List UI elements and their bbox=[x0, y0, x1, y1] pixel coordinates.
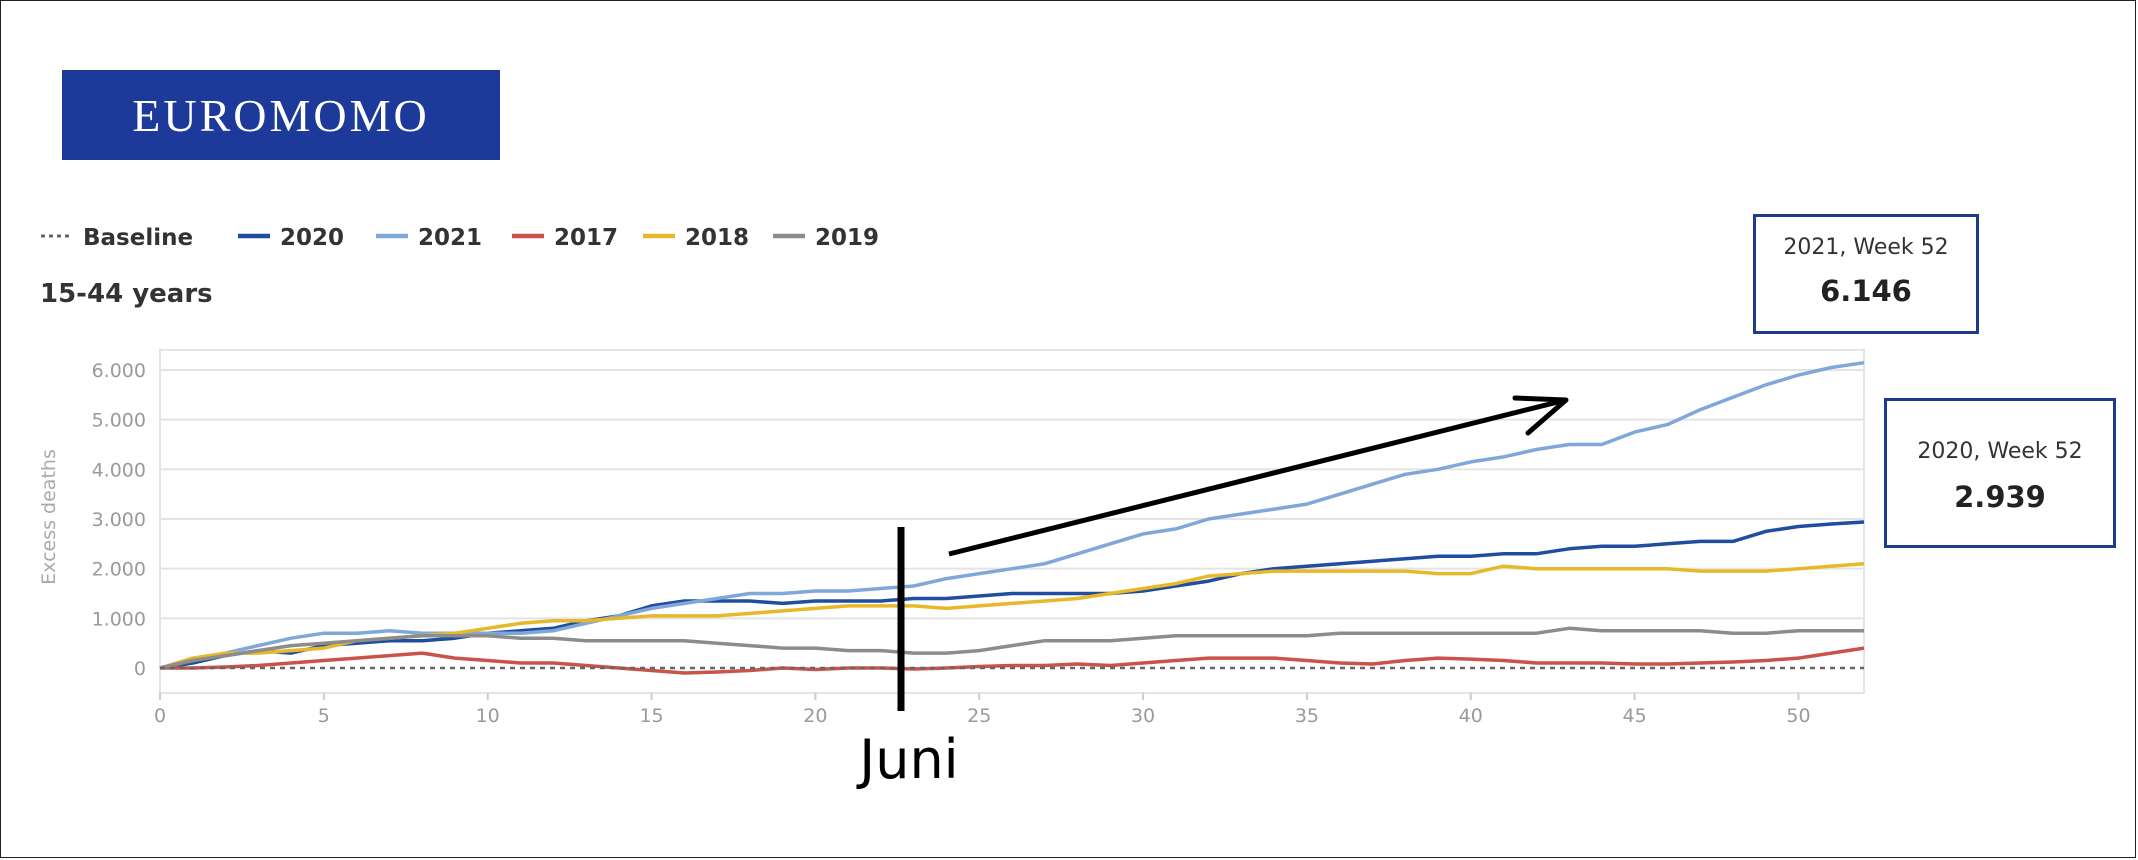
legend: Baseline 2020 2021 2017 2018 2019 bbox=[41, 225, 879, 251]
series-line-2020 bbox=[159, 520, 1865, 670]
trend-arrow-head bbox=[1512, 395, 1569, 436]
y-tick-label: 5.000 bbox=[92, 410, 146, 432]
x-tick-label: 15 bbox=[639, 705, 663, 727]
x-tick-label: 50 bbox=[1786, 705, 1810, 727]
tooltip-value: 6.146 bbox=[1820, 274, 1912, 308]
x-axis-ticks: 0 5 10 15 20 25 30 35 40 45 50 bbox=[154, 693, 1811, 727]
tooltip-2020-week52: 2020, Week 52 2.939 bbox=[1884, 398, 2116, 548]
legend-label-2018: 2018 bbox=[685, 225, 749, 251]
y-tick-label: 2.000 bbox=[92, 559, 146, 581]
y-axis-label: Excess deaths bbox=[38, 449, 60, 585]
euromomo-logo: EUROMOMO bbox=[62, 70, 500, 160]
tooltip-2021-week52: 2021, Week 52 6.146 bbox=[1753, 214, 1979, 334]
tooltip-value: 2.939 bbox=[1954, 480, 2046, 514]
logo-text: EUROMOMO bbox=[132, 89, 430, 141]
series-line-2021 bbox=[159, 360, 1865, 670]
y-axis-ticks: 0 1.000 2.000 3.000 4.000 5.000 6.000 bbox=[92, 360, 146, 680]
june-label: Juni bbox=[856, 728, 958, 791]
data-series bbox=[159, 360, 1865, 675]
y-tick-label: 3.000 bbox=[92, 509, 146, 531]
y-tick-label: 0 bbox=[134, 658, 146, 680]
x-tick-label: 45 bbox=[1623, 705, 1647, 727]
legend-label-2017: 2017 bbox=[554, 225, 618, 251]
legend-label-2021: 2021 bbox=[418, 225, 482, 251]
legend-label-2020: 2020 bbox=[280, 225, 344, 251]
chart-subtitle: 15-44 years bbox=[40, 279, 213, 309]
x-tick-label: 0 bbox=[154, 705, 166, 727]
x-tick-label: 10 bbox=[476, 705, 500, 727]
tooltip-label: 2021, Week 52 bbox=[1783, 235, 1949, 260]
june-annotation: Juni bbox=[856, 395, 1569, 791]
legend-label-2019: 2019 bbox=[815, 225, 879, 251]
series-line-2017 bbox=[160, 646, 1865, 675]
y-tick-label: 1.000 bbox=[92, 608, 146, 630]
trend-arrow-shaft bbox=[948, 397, 1567, 557]
plot-frame bbox=[159, 349, 1865, 694]
x-tick-label: 30 bbox=[1131, 705, 1155, 727]
x-tick-label: 40 bbox=[1459, 705, 1483, 727]
x-tick-label: 25 bbox=[967, 705, 991, 727]
y-tick-label: 4.000 bbox=[92, 459, 146, 481]
x-tick-label: 35 bbox=[1295, 705, 1319, 727]
x-tick-label: 20 bbox=[803, 705, 827, 727]
series-line-2019 bbox=[159, 626, 1864, 670]
x-tick-label: 5 bbox=[318, 705, 330, 727]
legend-label-baseline: Baseline bbox=[83, 225, 193, 251]
y-tick-label: 6.000 bbox=[92, 360, 146, 382]
tooltip-label: 2020, Week 52 bbox=[1917, 439, 2083, 464]
